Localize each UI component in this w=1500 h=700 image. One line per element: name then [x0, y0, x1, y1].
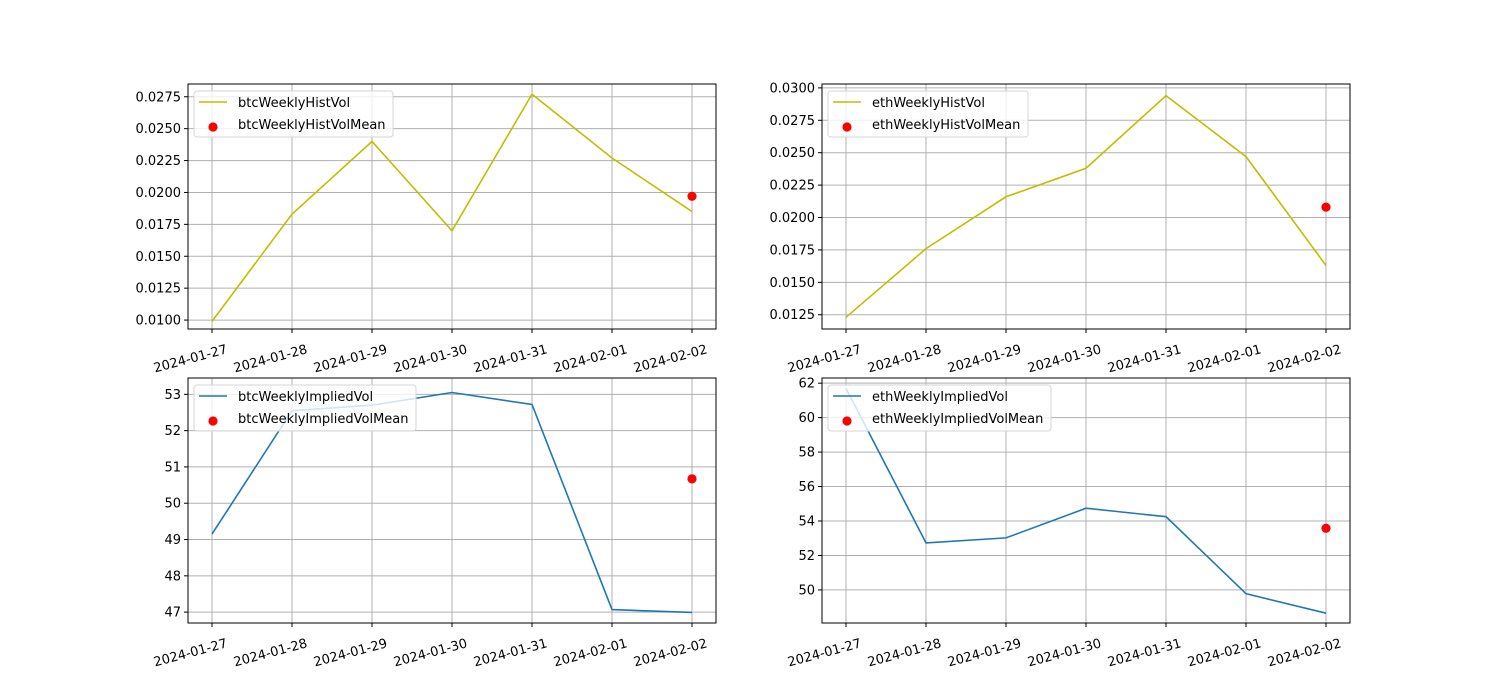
y-tick-label: 0.0250 — [770, 146, 816, 161]
legend-label: ethWeeklyHistVol — [872, 96, 985, 111]
y-tick-label: 0.0225 — [770, 179, 816, 194]
y-tick-label: 62 — [798, 377, 815, 392]
legend: ethWeeklyImpliedVol ethWeeklyImpliedVolMe… — [827, 384, 1052, 432]
y-tick-label: 0.0175 — [770, 243, 816, 258]
y-tick-label: 50 — [798, 583, 815, 598]
legend-label: ethWeeklyHistVolMean — [872, 118, 1020, 133]
legend-box — [827, 90, 1029, 138]
legend-label: ethWeeklyImpliedVol — [872, 390, 1008, 405]
legend-label: btcWeeklyHistVol — [238, 96, 350, 111]
y-tick-label: 0.0200 — [770, 211, 816, 226]
y-tick-label: 49 — [164, 533, 181, 548]
chart-panel-1: 0.0100 0.0125 0.0150 0.0175 0.0200 0.0225 0.02… — [136, 83, 717, 376]
legend-marker-swatch — [842, 416, 852, 426]
y-tick-label: 0.0225 — [136, 154, 182, 169]
legend-label: btcWeeklyImpliedVolMean — [238, 412, 409, 427]
legend-label: btcWeeklyImpliedVol — [238, 390, 373, 405]
legend-marker-swatch — [208, 416, 218, 426]
legend-label: btcWeeklyHistVolMean — [238, 118, 386, 133]
y-tick-label: 0.0275 — [770, 114, 816, 129]
y-tick-label: 54 — [798, 515, 815, 530]
y-tick-label: 0.0150 — [770, 276, 816, 291]
scatter-point-ethWeeklyHistVolMean — [1321, 202, 1331, 212]
legend-box — [193, 384, 417, 432]
y-tick-label: 0.0250 — [136, 122, 182, 137]
y-tick-label: 0.0125 — [136, 282, 182, 297]
series-line-btcWeeklyHistVol — [211, 93, 693, 322]
scatter-point-btcWeeklyHistVolMean — [687, 191, 697, 201]
series-line-ethWeeklyHistVol — [845, 94, 1327, 318]
y-tick-label: 47 — [164, 606, 181, 621]
legend-marker-swatch — [842, 122, 852, 132]
legend-marker-swatch — [208, 122, 218, 132]
y-tick-label: 53 — [164, 388, 181, 403]
scatter-point-ethWeeklyImpliedVolMean — [1321, 523, 1331, 533]
legend: ethWeeklyHistVol ethWeeklyHistVolMean — [827, 90, 1029, 138]
y-tick-label: 52 — [798, 549, 815, 564]
y-tick-label: 0.0200 — [136, 186, 182, 201]
y-tick-label: 52 — [164, 424, 181, 439]
y-tick-label: 0.0125 — [770, 308, 816, 323]
y-tick-label: 51 — [164, 460, 181, 475]
y-tick-label: 0.0275 — [136, 90, 182, 105]
legend: btcWeeklyHistVol btcWeeklyHistVolMean — [193, 90, 394, 138]
scatter-point-btcWeeklyImpliedVolMean — [687, 474, 697, 484]
y-tick-label: 48 — [164, 569, 181, 584]
series-line-ethWeeklyImpliedVol — [845, 387, 1327, 614]
legend-box — [827, 384, 1052, 432]
legend-label: ethWeeklyImpliedVolMean — [872, 412, 1043, 427]
y-tick-label: 0.0175 — [136, 218, 182, 233]
y-tick-label: 0.0150 — [136, 250, 182, 265]
y-tick-label: 0.0100 — [136, 314, 182, 329]
y-tick-label: 56 — [798, 480, 815, 495]
y-tick-label: 58 — [798, 446, 815, 461]
legend-box — [193, 90, 394, 138]
legend: btcWeeklyImpliedVol btcWeeklyImpliedVolMe… — [193, 384, 417, 432]
y-tick-label: 60 — [798, 411, 815, 426]
y-tick-label: 0.0300 — [770, 81, 816, 96]
y-tick-label: 50 — [164, 497, 181, 512]
